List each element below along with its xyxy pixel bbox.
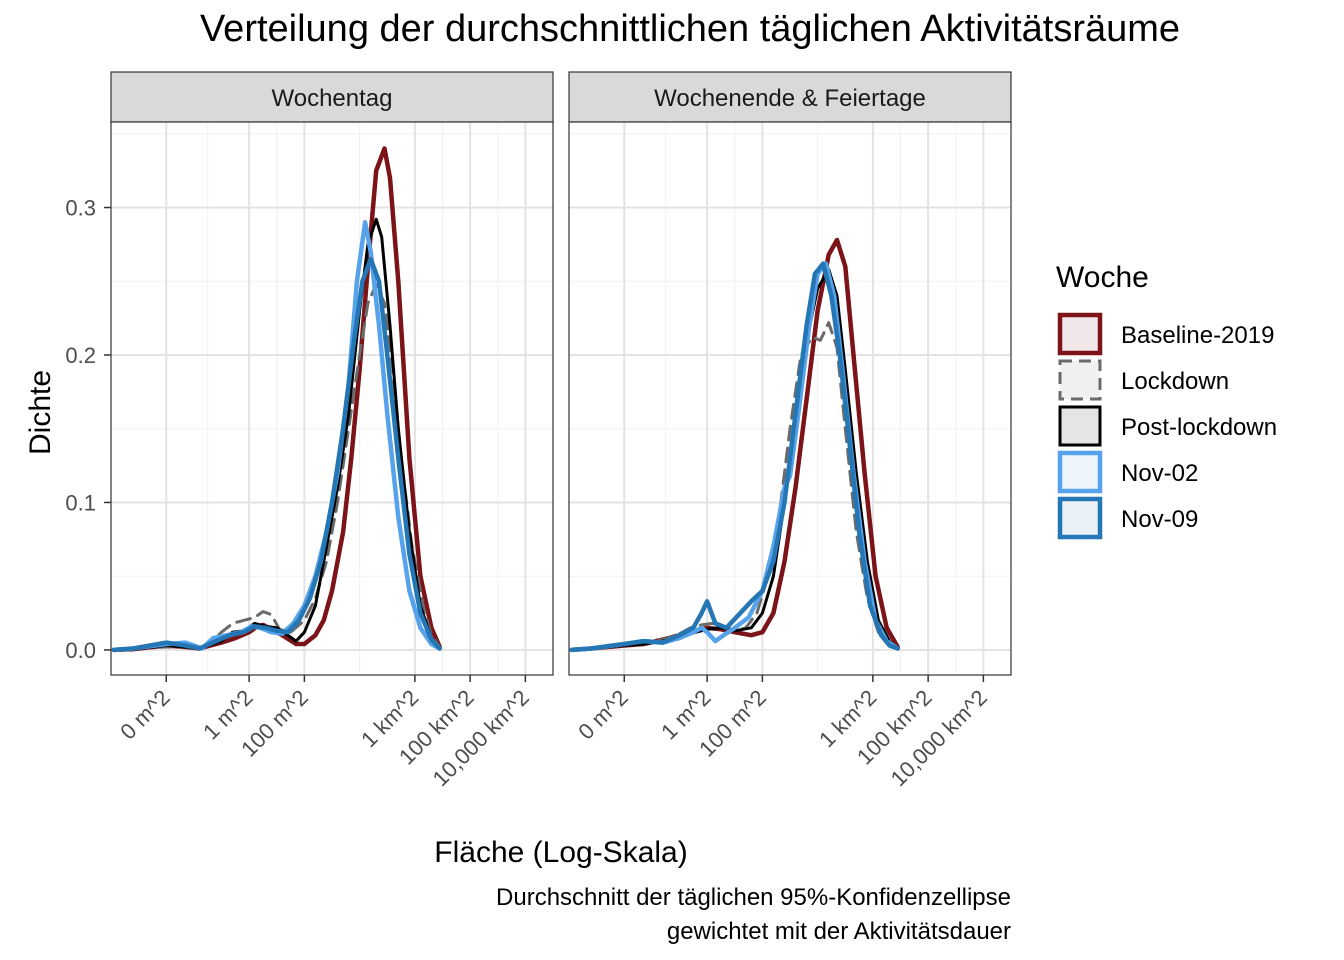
y-axis-title: Dichte <box>24 370 57 455</box>
legend-label: Baseline-2019 <box>1121 322 1274 349</box>
legend-key <box>1057 450 1103 494</box>
facet-strip-label: Wochenende & Feiertage <box>654 85 926 112</box>
y-tick-label: 0.2 <box>65 343 96 368</box>
legend-label: Nov-09 <box>1121 506 1198 533</box>
panel-border <box>110 121 554 676</box>
facet-strip <box>568 71 1012 123</box>
legend-key <box>1058 405 1102 447</box>
legend-key <box>1057 312 1103 356</box>
x-tick-label: 0 m^2 <box>573 685 633 745</box>
x-tick-label: 10,000 km^2 <box>886 685 992 791</box>
caption-line-2: gewichtet mit der Aktivitätsdauer <box>667 918 1011 945</box>
density-line-nov-09 <box>111 256 442 653</box>
x-axis-title: Fläche (Log-Skala) <box>434 836 687 869</box>
y-tick-label: 0.3 <box>65 196 96 221</box>
panel-background <box>569 122 1011 675</box>
legend-label: Post-lockdown <box>1121 414 1277 441</box>
legend-label: Lockdown <box>1121 368 1229 395</box>
density-line-lockdown <box>570 321 900 652</box>
legend-title: Woche <box>1056 261 1149 294</box>
legend-label: Nov-02 <box>1121 460 1198 487</box>
panel-border <box>568 121 1012 676</box>
y-tick-label: 0.1 <box>65 490 96 515</box>
density-line-nov-09 <box>569 261 900 653</box>
chart-title: Verteilung der durchschnittlichen täglic… <box>199 8 1181 50</box>
x-tick-label: 0 m^2 <box>115 685 175 745</box>
y-tick-label: 0.0 <box>65 638 96 663</box>
facet-strip-label: Wochentag <box>272 85 393 112</box>
x-tick-label: 10,000 km^2 <box>428 685 534 791</box>
caption-line-1: Durchschnitt der täglichen 95%-Konfidenz… <box>496 884 1011 911</box>
legend-key <box>1058 359 1102 401</box>
legend-key <box>1057 496 1103 540</box>
